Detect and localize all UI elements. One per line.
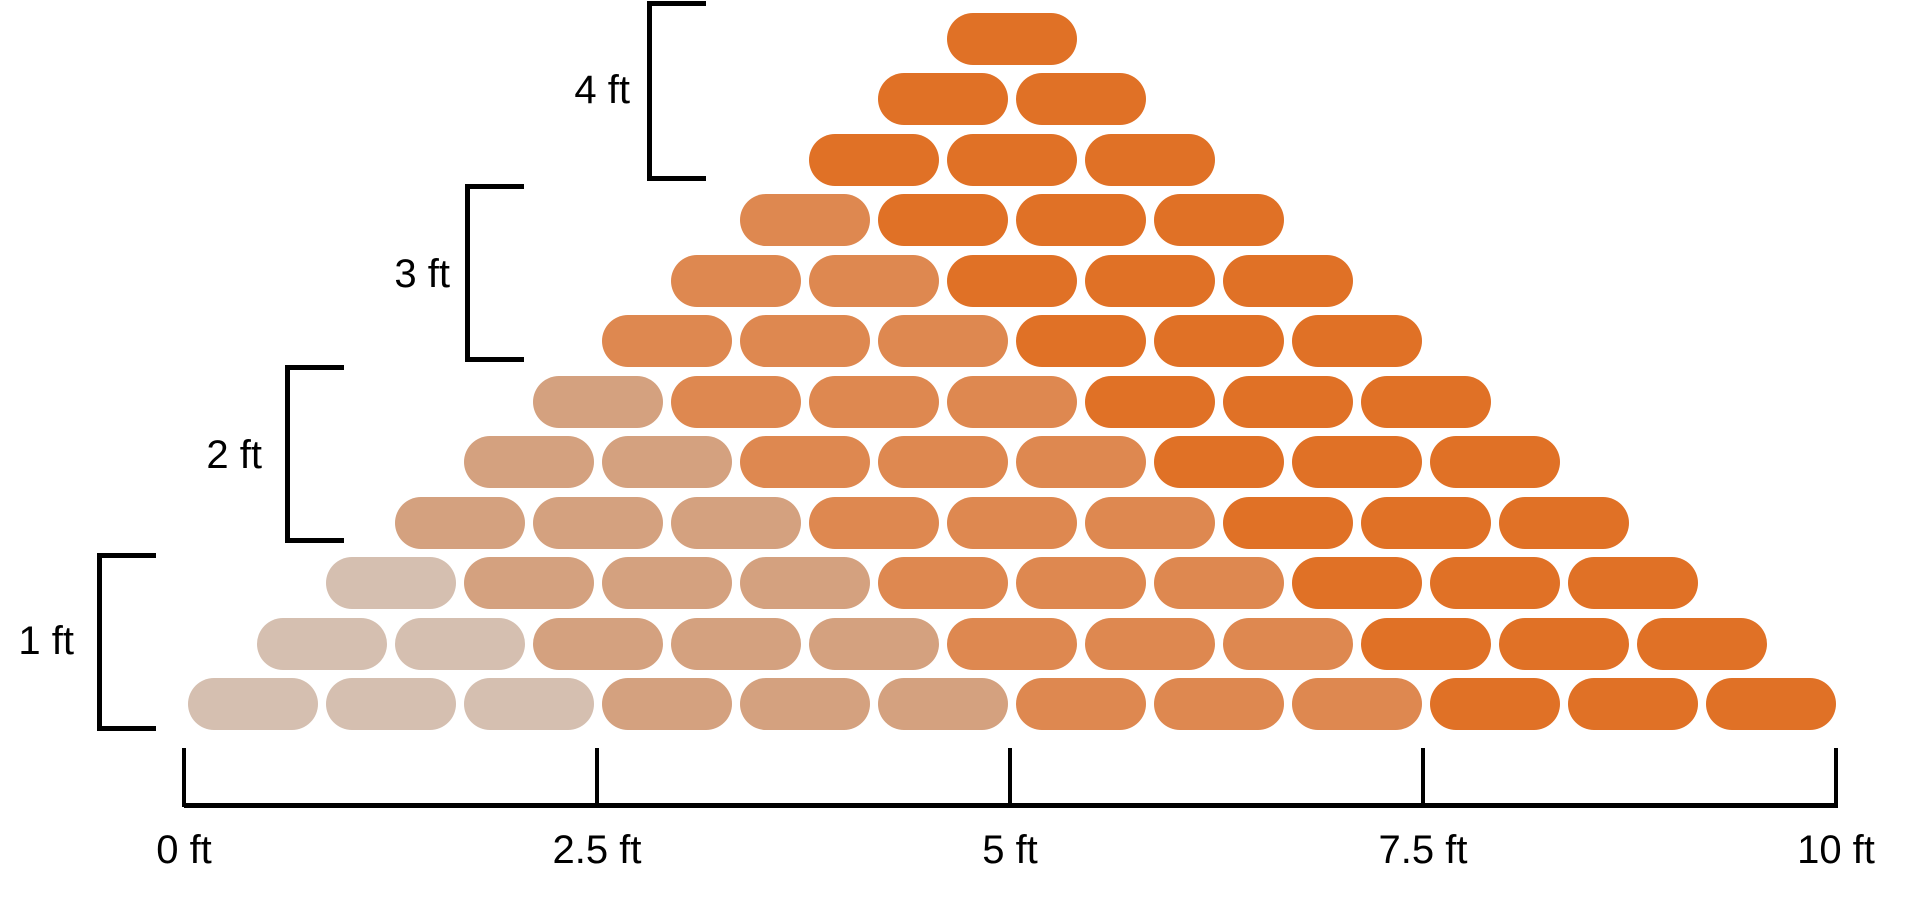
brick-light xyxy=(326,557,456,609)
brick-deep xyxy=(1016,315,1146,367)
brick-deep xyxy=(1292,436,1422,488)
brick-tan xyxy=(464,557,594,609)
brick-deep xyxy=(947,133,1077,186)
brick-tan xyxy=(602,678,732,730)
height-label: 3 ft xyxy=(394,252,450,296)
brick-medium xyxy=(1016,557,1146,609)
brick-light xyxy=(464,678,594,730)
height-bracket xyxy=(285,365,344,543)
brick-deep xyxy=(1499,496,1629,549)
brick-medium xyxy=(1154,557,1284,609)
brick-deep xyxy=(1154,436,1284,488)
brick-deep xyxy=(878,73,1008,125)
brick-medium xyxy=(1085,617,1215,670)
brick-deep xyxy=(1085,133,1215,186)
brick-deep xyxy=(1361,617,1491,670)
brick-deep xyxy=(1223,375,1353,428)
brick-medium xyxy=(809,375,939,428)
brick-medium xyxy=(947,617,1077,670)
brick-medium xyxy=(740,436,870,488)
brick-tan xyxy=(878,678,1008,730)
brick-light xyxy=(395,617,525,670)
brick-deep xyxy=(1085,254,1215,307)
brick-medium xyxy=(1085,496,1215,549)
brick-tan xyxy=(533,617,663,670)
x-axis-tick-label: 5 ft xyxy=(982,828,1038,872)
brick-medium xyxy=(878,557,1008,609)
brick-medium xyxy=(671,254,801,307)
brick-deep xyxy=(1223,496,1353,549)
brick-deep xyxy=(1361,375,1491,428)
brick-tan xyxy=(809,617,939,670)
height-label: 4 ft xyxy=(574,68,630,112)
height-bracket xyxy=(97,553,156,731)
brick-deep xyxy=(1154,194,1284,246)
brick-medium xyxy=(947,496,1077,549)
height-label: 2 ft xyxy=(206,433,262,477)
brick-deep xyxy=(1223,254,1353,307)
brick-deep xyxy=(1430,678,1560,730)
x-axis-tick-label: 2.5 ft xyxy=(552,828,642,872)
brick-medium xyxy=(878,436,1008,488)
brick-deep xyxy=(1637,617,1767,670)
brick-deep xyxy=(1430,436,1560,488)
brick-medium xyxy=(809,254,939,307)
brick-tan xyxy=(671,496,801,549)
brick-light xyxy=(326,678,456,730)
brick-medium xyxy=(1016,436,1146,488)
brick-deep xyxy=(947,254,1077,307)
brick-tan xyxy=(602,557,732,609)
height-bracket xyxy=(465,184,524,362)
height-label: 1 ft xyxy=(18,619,74,663)
brick-tan xyxy=(395,496,525,549)
x-axis-tick xyxy=(1834,748,1838,807)
x-axis-tick-label: 0 ft xyxy=(156,828,212,872)
brick-medium xyxy=(1016,678,1146,730)
brick-deep xyxy=(1430,557,1560,609)
brick-medium xyxy=(947,375,1077,428)
height-bracket xyxy=(647,1,706,181)
brick-tan xyxy=(740,557,870,609)
brick-medium xyxy=(878,315,1008,367)
x-axis-tick xyxy=(1421,748,1425,807)
x-axis-tick-label: 7.5 ft xyxy=(1378,828,1468,872)
brick-deep xyxy=(1292,557,1422,609)
brick-medium xyxy=(809,496,939,549)
brick-medium xyxy=(671,375,801,428)
brick-deep xyxy=(1016,194,1146,246)
brick-light xyxy=(188,678,318,730)
x-axis-tick xyxy=(595,748,599,807)
brick-deep xyxy=(1706,678,1836,730)
brick-deep xyxy=(1499,617,1629,670)
brick-medium xyxy=(1154,678,1284,730)
brick-deep xyxy=(1568,557,1698,609)
brick-tan xyxy=(533,375,663,428)
brick-deep xyxy=(1016,73,1146,125)
brick-deep xyxy=(1154,315,1284,367)
x-axis-tick xyxy=(182,748,186,807)
brick-tan xyxy=(533,496,663,549)
brick-deep xyxy=(878,194,1008,246)
brick-deep xyxy=(1292,315,1422,367)
brick-deep xyxy=(1568,678,1698,730)
brick-medium xyxy=(602,315,732,367)
brick-light xyxy=(257,617,387,670)
x-axis-tick-label: 10 ft xyxy=(1797,828,1875,872)
brick-deep xyxy=(1361,496,1491,549)
brick-tan xyxy=(740,678,870,730)
brick-deep xyxy=(1085,375,1215,428)
x-axis-tick xyxy=(1008,748,1012,807)
brick-deep xyxy=(809,133,939,186)
brick-medium xyxy=(740,315,870,367)
brick-medium xyxy=(1223,617,1353,670)
brick-tan xyxy=(602,436,732,488)
brick-medium xyxy=(740,194,870,246)
brick-deep xyxy=(947,12,1077,65)
brick-tan xyxy=(671,617,801,670)
brick-medium xyxy=(1292,678,1422,730)
brick-tan xyxy=(464,436,594,488)
